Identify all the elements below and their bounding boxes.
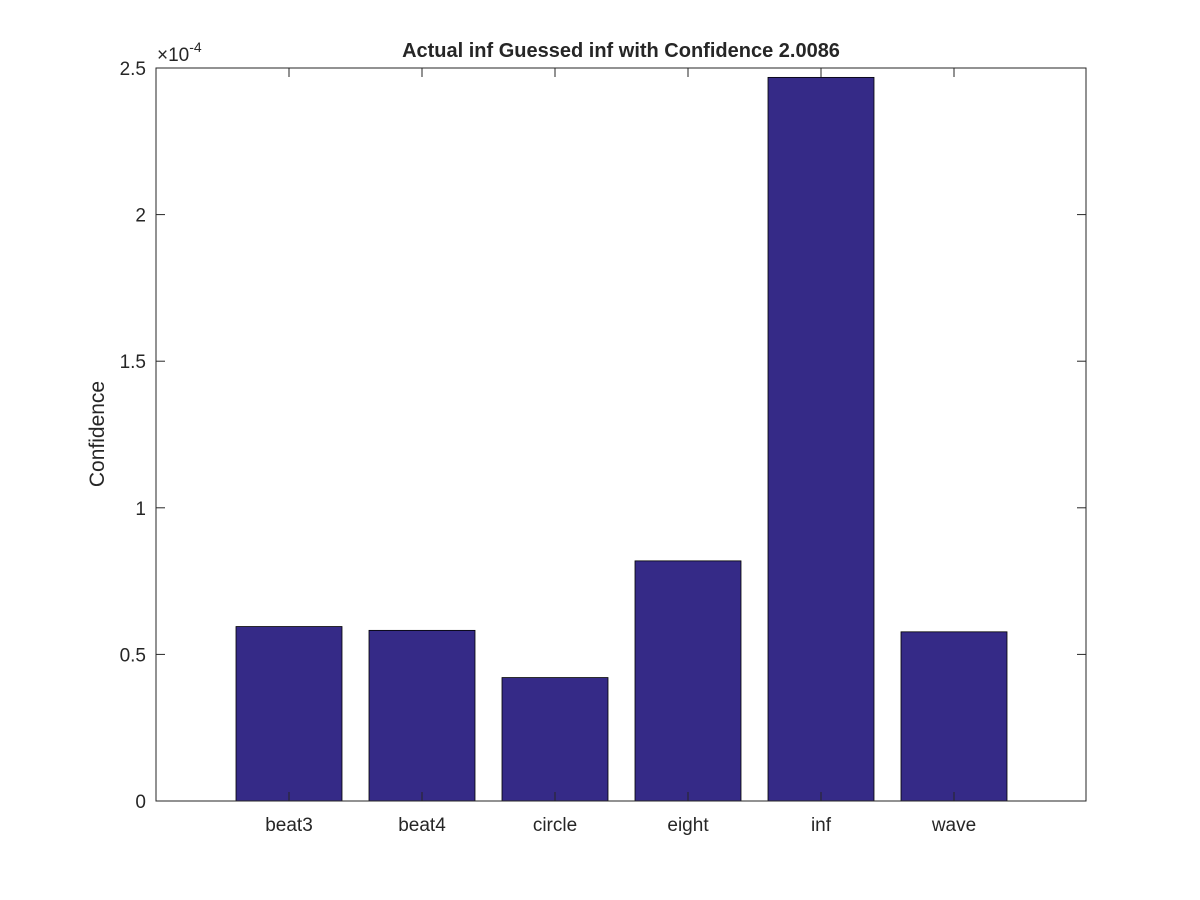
y-tick-label: 1 bbox=[135, 499, 146, 520]
y-tick-label: 1.5 bbox=[120, 352, 146, 373]
x-tick-labels: beat3 beat4 circle eight inf wave bbox=[265, 815, 976, 836]
chart-title: Actual inf Guessed inf with Confidence 2… bbox=[402, 40, 840, 62]
x-tick-label-beat4: beat4 bbox=[398, 815, 446, 836]
bar-eight bbox=[634, 560, 742, 802]
y-axis-label: Confidence bbox=[86, 381, 109, 487]
bars-group bbox=[235, 76, 1008, 802]
bar-beat3 bbox=[235, 626, 343, 802]
x-tick-label-wave: wave bbox=[931, 815, 976, 836]
bar-beat4 bbox=[368, 629, 476, 802]
y-axis-exponent: ×10-4 bbox=[157, 39, 202, 66]
ticks-group bbox=[156, 67, 1086, 802]
y-axis-exponent-power: -4 bbox=[189, 39, 202, 55]
y-tick-label: 2.5 bbox=[120, 59, 146, 80]
bar-wave bbox=[900, 631, 1008, 802]
y-axis-exponent-base: ×10 bbox=[157, 45, 189, 66]
x-tick-label-circle: circle bbox=[533, 815, 577, 836]
x-tick-label-inf: inf bbox=[811, 815, 832, 836]
x-tick-label-eight: eight bbox=[667, 815, 709, 836]
axes-box bbox=[155, 67, 1087, 802]
y-tick-labels: 0 0.5 1 1.5 2 2.5 bbox=[120, 59, 146, 813]
y-tick-label: 0.5 bbox=[120, 645, 146, 666]
bar-circle bbox=[501, 677, 609, 802]
y-tick-label: 0 bbox=[135, 792, 146, 813]
y-tick-label: 2 bbox=[135, 206, 146, 227]
x-tick-label-beat3: beat3 bbox=[265, 815, 313, 836]
bar-inf bbox=[767, 76, 875, 802]
